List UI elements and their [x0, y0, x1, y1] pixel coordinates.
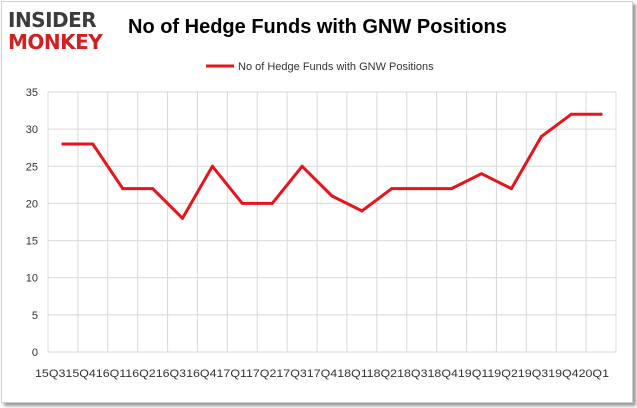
y-tick-label: 5	[32, 310, 38, 322]
x-axis-tick-labels: 15Q315Q416Q116Q216Q316Q417Q117Q217Q317Q4…	[35, 368, 609, 380]
line-chart: 0 5 10 15 20 25 30 35 15Q315Q416Q116Q216Q316Q41…	[26, 61, 617, 380]
chart-frame: INSIDER MONKEY No of Hedge Funds with GN…	[1, 1, 633, 403]
logo-line-insider: INSIDER	[8, 8, 97, 32]
legend: No of Hedge Funds with GNW Positions	[206, 61, 434, 73]
y-tick-label: 15	[26, 236, 38, 248]
data-point-2016Q1	[121, 187, 125, 191]
y-tick-label: 0	[32, 347, 38, 359]
y-tick-label: 10	[26, 273, 38, 285]
chart-title: No of Hedge Funds with GNW Positions	[128, 16, 507, 38]
data-point-2016Q3	[181, 216, 185, 220]
data-point-2016Q4	[210, 164, 214, 168]
data-point-2017Q4	[330, 194, 334, 198]
gridlines	[47, 91, 617, 353]
data-point-2019Q3	[539, 135, 543, 139]
legend-label: No of Hedge Funds with GNW Positions	[238, 61, 434, 73]
y-tick-label: 20	[26, 198, 38, 210]
data-point-2018Q1	[360, 209, 364, 213]
data-point-2018Q4	[450, 187, 454, 191]
data-point-2019Q2	[509, 187, 513, 191]
data-point-2018Q2	[390, 187, 394, 191]
data-point-2020Q1	[599, 112, 603, 116]
y-tick-label: 30	[26, 124, 38, 136]
y-axis: 0 5 10 15 20 25 30 35	[26, 87, 38, 359]
data-point-2017Q2	[270, 201, 274, 205]
logo-line-monkey: MONKEY	[8, 30, 103, 54]
data-point-2019Q4	[569, 112, 573, 116]
y-tick-label: 35	[26, 87, 38, 99]
data-point-2017Q3	[300, 164, 304, 168]
insider-monkey-logo: INSIDER MONKEY	[8, 8, 120, 56]
data-point-2018Q3	[420, 187, 424, 191]
data-point-2016Q2	[151, 187, 155, 191]
x-axis: 15Q315Q416Q116Q216Q316Q417Q117Q217Q317Q4…	[35, 368, 609, 380]
y-tick-label: 25	[26, 161, 38, 173]
data-point-2019Q1	[479, 172, 483, 176]
data-point-2015Q4	[91, 142, 95, 146]
series-layer	[61, 112, 603, 220]
data-point-2015Q3	[61, 142, 65, 146]
data-point-2017Q1	[240, 201, 244, 205]
